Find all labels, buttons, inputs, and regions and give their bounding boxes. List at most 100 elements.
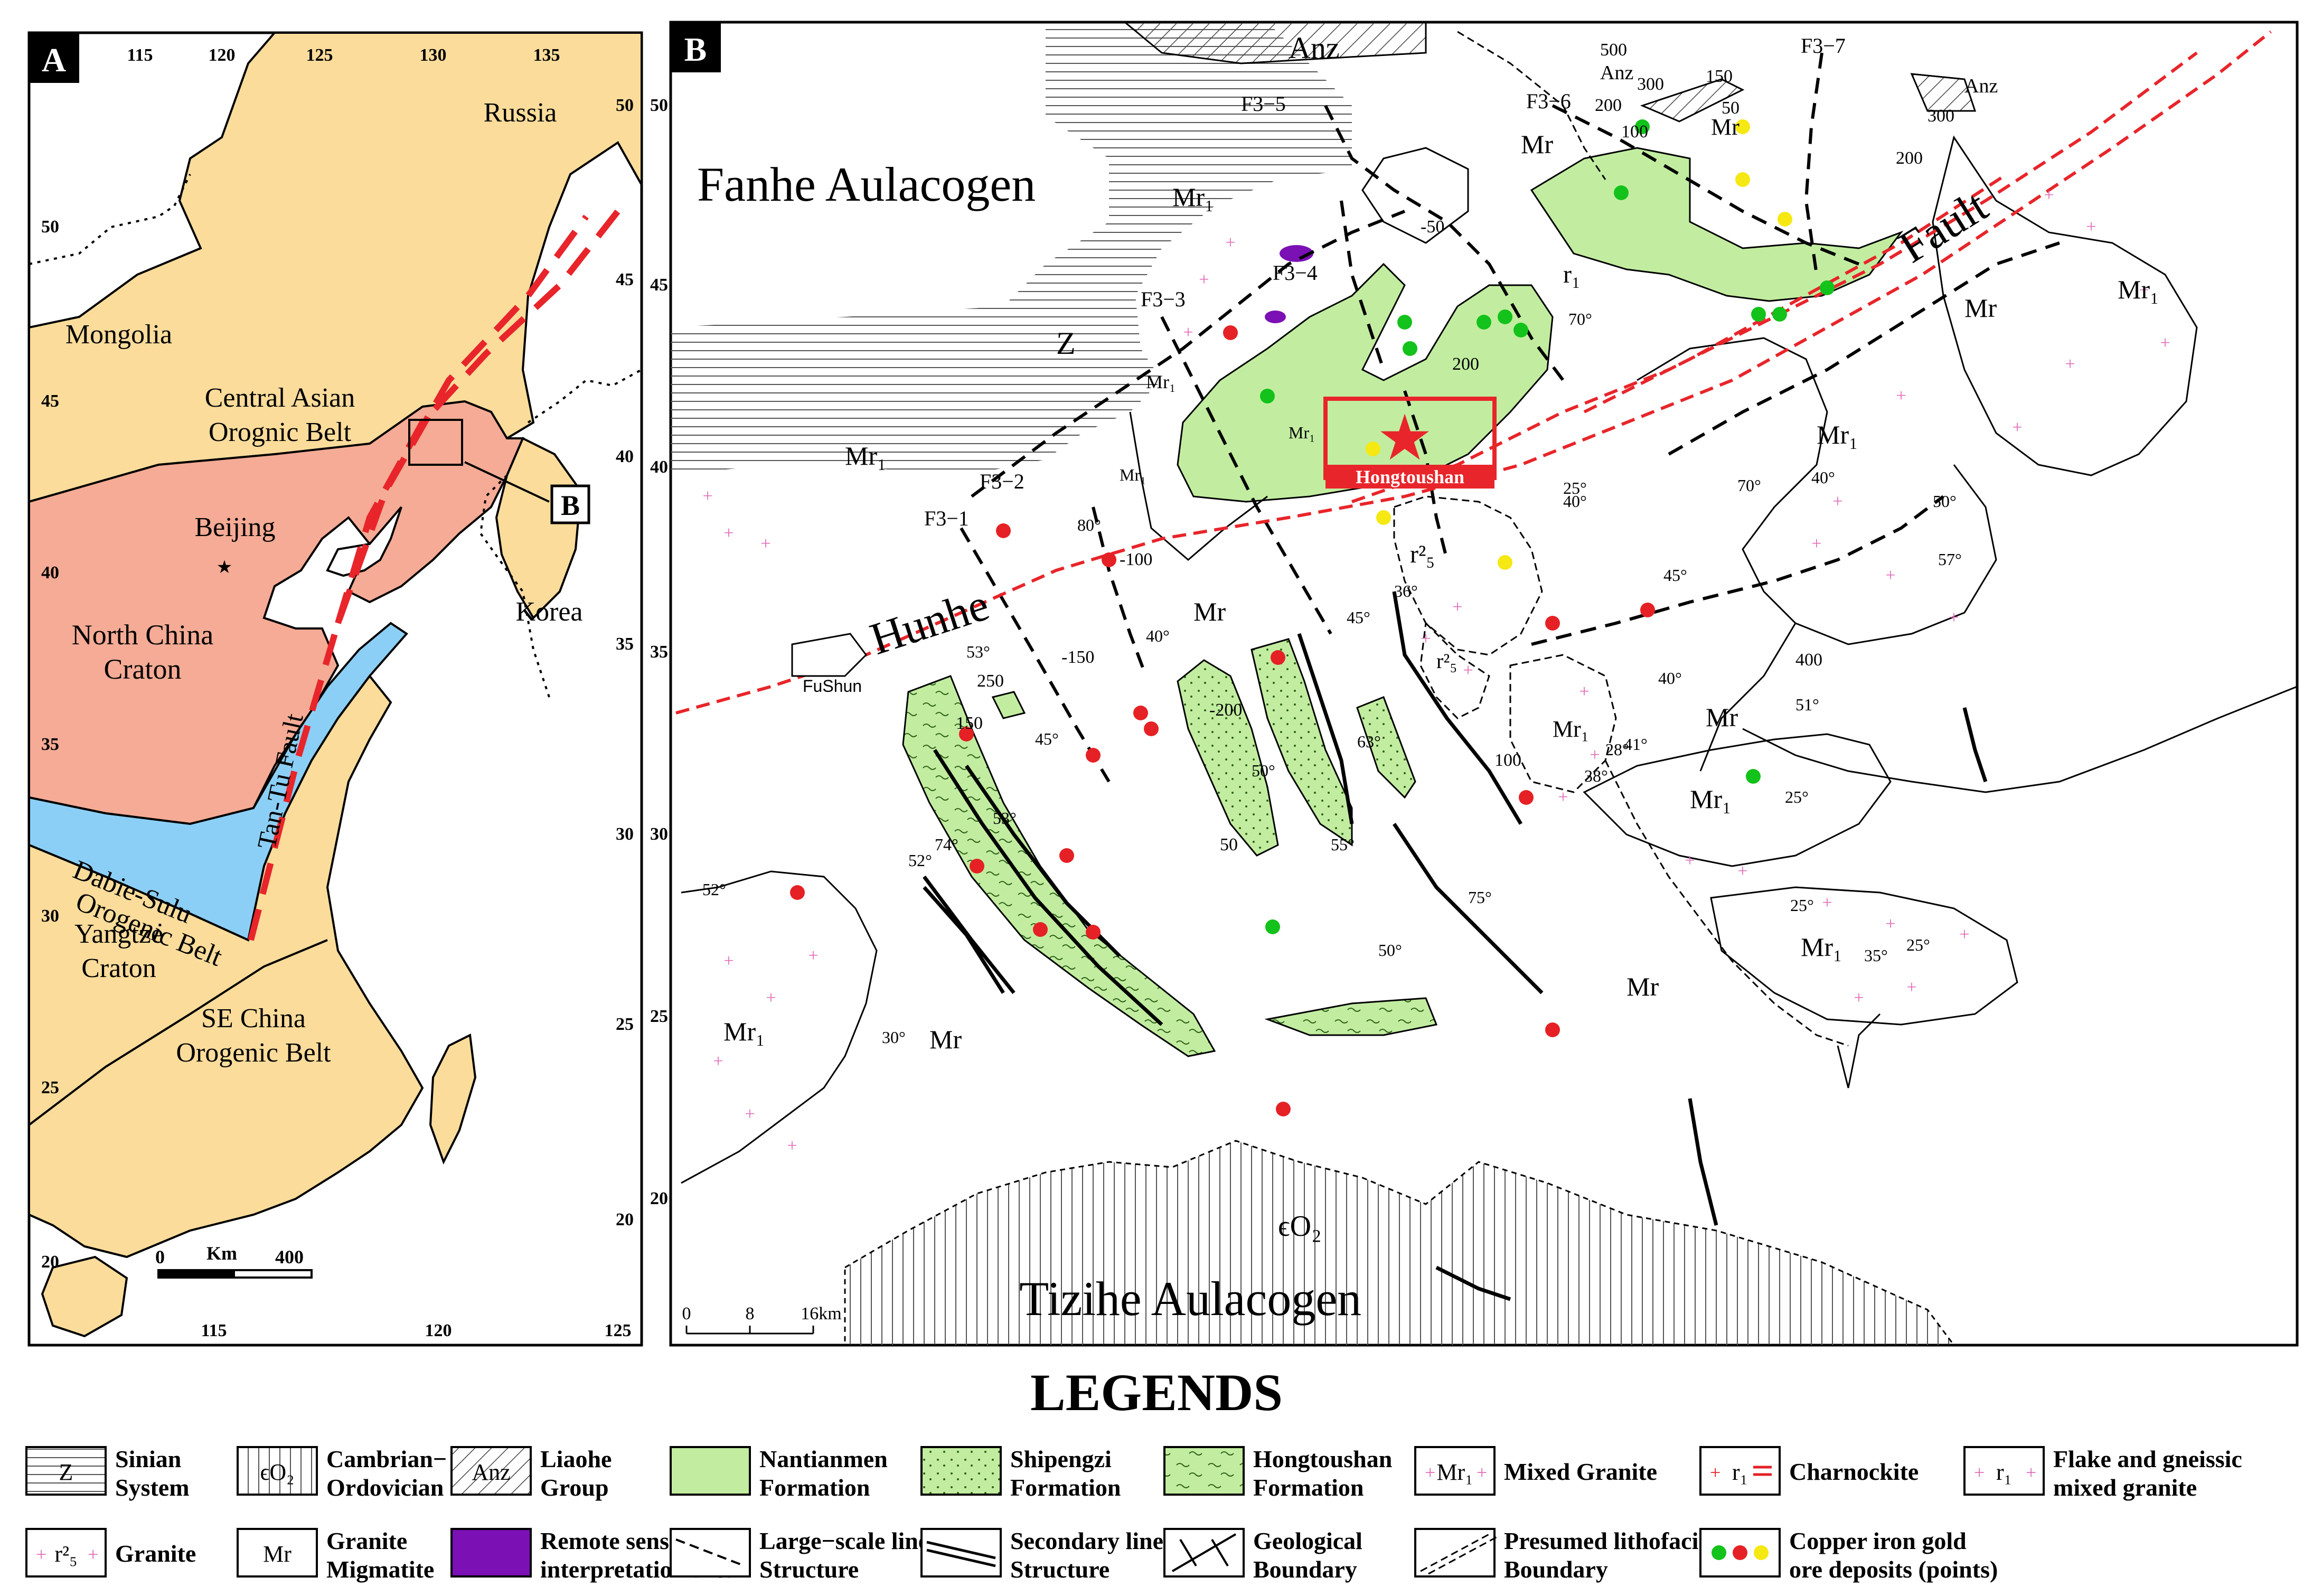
dip-label: 55°	[1331, 835, 1355, 854]
pink-cross-icon: +	[1885, 914, 1895, 934]
korea-border-south	[479, 474, 550, 698]
legend-symbol-text: ϵO₂	[260, 1459, 295, 1485]
lat-tick-b: 20	[650, 1189, 668, 1208]
rock-label-mr1: Mr₁	[845, 441, 887, 471]
secondary-structure-7	[1688, 1098, 1718, 1226]
label-anz-small: Anz	[1600, 62, 1633, 84]
legend-label-line2: Structure	[759, 1556, 859, 1583]
legend-yellow-dot	[1754, 1545, 1769, 1560]
legend-label-line2: mixed granite	[2053, 1474, 2197, 1501]
lat-tick-right: 25	[616, 1015, 634, 1034]
panel-b-scale-mid: 8	[746, 1304, 755, 1323]
dip-label: 50°	[1378, 941, 1402, 960]
rock-label-mr1: Mr₁	[1289, 423, 1315, 442]
geological-boundary-2	[1583, 733, 1892, 867]
red-deposit-point	[1133, 706, 1148, 720]
dip-label: 25°	[1790, 896, 1814, 915]
dip-label: 50°	[1933, 492, 1957, 511]
study-area-box	[408, 419, 463, 466]
legend-symbol-text: Mr	[263, 1541, 292, 1567]
rock-label-mr: Mr	[1711, 114, 1740, 140]
contour-label: 50	[1220, 835, 1238, 855]
yellow-deposit-point	[1498, 555, 1512, 570]
legend-swatch	[1963, 1446, 2045, 1496]
label-z: Z	[1056, 326, 1076, 361]
dip-label: 52°	[908, 851, 932, 870]
pink-cross-icon: +	[1885, 566, 1895, 585]
red-deposit-point	[1271, 650, 1285, 665]
panel-a-label: A	[42, 41, 66, 79]
pink-cross-icon: +	[36, 1544, 46, 1565]
legend-swatch	[237, 1528, 318, 1578]
geological-boundary-9	[1699, 623, 1797, 772]
label-yangtze-2: Craton	[81, 953, 156, 983]
dip-label: 50°	[1252, 761, 1275, 780]
dip-label: 36°	[1394, 581, 1418, 600]
pink-cross-icon: +	[1896, 386, 1906, 406]
legend-label-line1: Cambrian−	[326, 1445, 447, 1472]
label-yangtze-1: Yangtze	[74, 919, 163, 949]
rock-label-mr: Mr	[1521, 129, 1553, 159]
label-north-china-2: Craton	[104, 653, 182, 685]
red-deposit-point	[1059, 848, 1074, 863]
lat-tick-right: 35	[616, 634, 634, 654]
rock-label-mr1: Mr₁	[1801, 932, 1842, 962]
panel-a-lon-ticks-bottom: 115 120 125	[201, 1321, 631, 1340]
legend-solid-line	[926, 1541, 996, 1560]
pink-cross-icon: +	[702, 486, 712, 506]
green-deposit-point	[1635, 119, 1650, 134]
pink-cross-icon: +	[760, 534, 770, 553]
legend-item: r₁ + Charnockite	[1699, 1446, 1919, 1496]
rock-label-mr1: Mr₁	[1690, 784, 1732, 814]
pink-cross-icon: +	[1183, 323, 1193, 342]
geological-boundary-8	[1637, 337, 1997, 645]
fault-label: F3−1	[924, 506, 969, 530]
legend-swatch	[450, 1446, 532, 1496]
fault-label: F3−5	[1241, 92, 1286, 116]
lat-tick-left: 50	[41, 217, 59, 237]
lat-tick-right: 45	[616, 270, 634, 289]
lat-tick-right: 30	[616, 824, 634, 844]
lat-tick-left: 40	[41, 563, 59, 583]
fault-ne-2	[1668, 241, 2060, 456]
geological-boundary-4	[1932, 135, 2198, 476]
legend-swatch	[670, 1446, 751, 1496]
label-eo2: ϵO₂	[1278, 1210, 1322, 1243]
contour-label: 50	[1722, 98, 1740, 118]
secondary-structure-1	[933, 749, 1163, 1026]
contour-label: 300	[1637, 74, 1664, 94]
pink-cross-icon: +	[88, 1544, 98, 1565]
legend-symbol-text: r₁	[1732, 1459, 1748, 1485]
rock-label-mr: Mr	[1193, 597, 1226, 626]
red-deposit-point	[1545, 1022, 1560, 1037]
shipengzi-formation-2	[1250, 638, 1353, 847]
pink-cross-icon: +	[1822, 893, 1832, 913]
red-deposit-point	[1086, 748, 1101, 763]
lon-tick-bottom: 115	[201, 1321, 227, 1340]
panel-b-scale-max: 16km	[801, 1304, 841, 1323]
dip-label: 52°	[702, 880, 726, 899]
dip-label: 74°	[935, 835, 958, 854]
fault-label: F3−3	[1141, 287, 1186, 311]
panel-b-label-box	[671, 22, 721, 72]
legend-swatch	[1414, 1528, 1496, 1578]
panel-a: B ★ A 115 120 125 130 135 115 120 125 50 45 40 35…	[27, 31, 643, 1347]
fault-f3-4	[1340, 200, 1385, 370]
legend-label-line1: Granite	[326, 1527, 407, 1554]
secondary-structure-8	[1962, 707, 1988, 783]
pink-cross-icon: +	[1974, 1462, 1985, 1483]
geological-boundary-5	[1742, 686, 2297, 793]
label-north-china-1: North China	[72, 619, 214, 651]
panel-a-scale-bar-fill	[158, 1270, 235, 1278]
legend-item: ϵO₂ Cambrian−Ordovician	[237, 1445, 447, 1501]
contour-label: 150	[1706, 67, 1733, 86]
pink-cross-icon: +	[787, 1136, 797, 1156]
dip-label: 45°	[1663, 566, 1687, 585]
lat-tick-left: 20	[41, 1252, 59, 1272]
